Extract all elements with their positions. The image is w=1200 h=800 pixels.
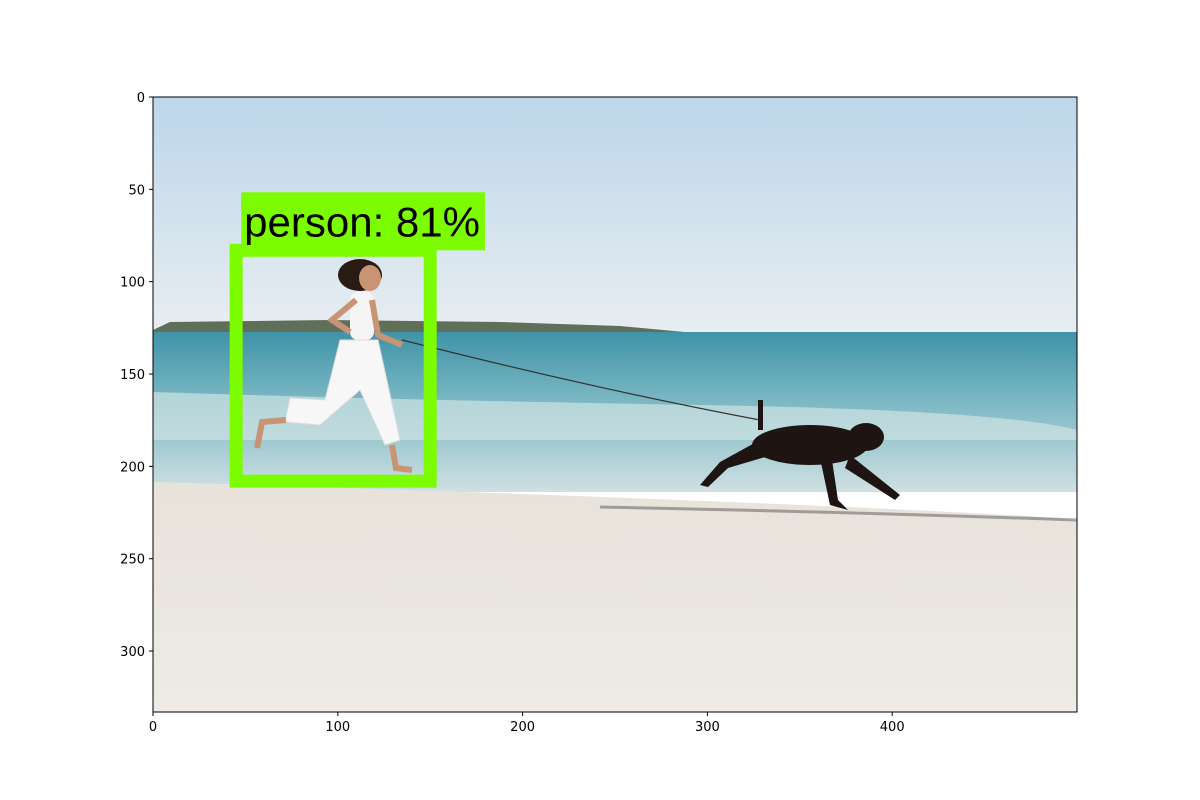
y-tick-label: 250 [120, 553, 145, 568]
x-tick-label: 200 [510, 720, 535, 735]
y-tick-label: 150 [120, 368, 145, 383]
label-background [241, 192, 485, 251]
dog [700, 400, 900, 510]
y-tick-label: 0 [137, 91, 145, 106]
y-tick-label: 100 [120, 276, 145, 291]
photo [153, 97, 1077, 712]
leash [401, 339, 761, 421]
y-tick-label: 300 [120, 645, 145, 660]
x-tick-label: 400 [880, 720, 905, 735]
x-tick-label: 100 [325, 720, 350, 735]
x-tick-label: 300 [695, 720, 720, 735]
x-tick-label: 0 [149, 720, 157, 735]
axes-frame [152, 96, 1078, 713]
y-tick-label: 200 [120, 460, 145, 475]
detection-label: person: 81% [244, 198, 480, 245]
beach [153, 482, 1077, 712]
runner [254, 259, 413, 473]
y-tick-label: 50 [128, 183, 145, 198]
wet-line [599, 505, 1077, 522]
